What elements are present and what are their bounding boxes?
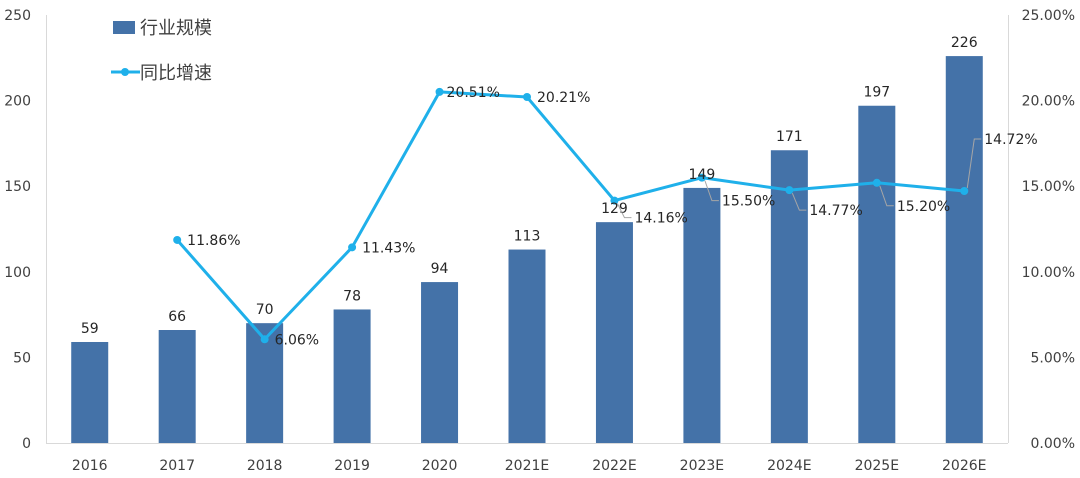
legend-line-marker bbox=[121, 68, 129, 76]
bar bbox=[945, 56, 983, 443]
x-tick-label: 2023E bbox=[680, 458, 724, 474]
bar bbox=[770, 150, 808, 444]
growth-value-label: 20.51% bbox=[447, 85, 500, 101]
axes: 0 50 100 150 200 250 0.00% 5.00% 10.00% 15.00% 20.… bbox=[4, 8, 1075, 474]
y-right-tick-label: 15.00% bbox=[1022, 179, 1075, 195]
bar-value-label: 226 bbox=[951, 35, 978, 51]
bar bbox=[71, 341, 109, 443]
bar-value-label: 70 bbox=[256, 302, 274, 318]
y-left-tick-label: 200 bbox=[4, 94, 31, 110]
x-tick-label: 2022E bbox=[592, 458, 636, 474]
bar-value-label: 149 bbox=[689, 167, 716, 183]
y-left-tick-label: 0 bbox=[22, 436, 31, 452]
bars-layer bbox=[71, 56, 983, 444]
x-tick-label: 2017 bbox=[159, 458, 195, 474]
bar bbox=[858, 105, 896, 444]
x-tick-label: 2020 bbox=[422, 458, 458, 474]
growth-line bbox=[176, 90, 965, 341]
leader-line bbox=[879, 185, 894, 207]
x-tick-label: 2021E bbox=[505, 458, 549, 474]
bar-value-label: 129 bbox=[601, 201, 628, 217]
bar bbox=[595, 222, 633, 443]
bar-value-label: 59 bbox=[81, 321, 99, 337]
growth-value-label: 6.06% bbox=[275, 332, 319, 348]
y-left-tick-label: 250 bbox=[4, 8, 31, 24]
bar-value-label: 94 bbox=[431, 261, 449, 277]
bar bbox=[421, 282, 459, 443]
growth-point bbox=[435, 87, 444, 96]
growth-value-label: 11.86% bbox=[187, 233, 240, 249]
leader-line bbox=[791, 192, 807, 211]
growth-point bbox=[523, 93, 531, 102]
bar-value-label: 197 bbox=[863, 85, 890, 101]
y-right-tick-label: 25.00% bbox=[1022, 8, 1075, 24]
growth-value-label: 11.43% bbox=[362, 240, 415, 256]
y-right-tick-label: 0.00% bbox=[1031, 436, 1075, 452]
y-right-tick-label: 10.00% bbox=[1022, 265, 1075, 281]
x-tick-label: 2016 bbox=[72, 458, 108, 474]
bar bbox=[333, 309, 371, 443]
bar-value-label: 171 bbox=[776, 129, 803, 145]
growth-value-label: 20.21% bbox=[537, 90, 590, 106]
growth-value-label: 14.77% bbox=[809, 203, 862, 219]
y-left-tick-label: 100 bbox=[4, 265, 31, 281]
growth-point bbox=[260, 335, 269, 344]
x-tick-label: 2018 bbox=[247, 458, 283, 474]
bar bbox=[158, 330, 196, 443]
growth-line-layer bbox=[173, 87, 969, 344]
x-tick-label: 2019 bbox=[334, 458, 370, 474]
bar-value-label: 113 bbox=[514, 229, 541, 245]
leader-line bbox=[966, 138, 982, 189]
growth-point bbox=[610, 196, 619, 205]
growth-point bbox=[785, 186, 794, 195]
bar bbox=[508, 249, 546, 443]
growth-point bbox=[872, 178, 881, 187]
y-right-tick-label: 5.00% bbox=[1031, 350, 1075, 366]
growth-point bbox=[348, 243, 357, 252]
x-tick-label: 2024E bbox=[767, 458, 811, 474]
legend: 行业规模 同比增速 bbox=[111, 18, 212, 84]
growth-point bbox=[960, 186, 969, 195]
y-left-tick-label: 150 bbox=[4, 179, 31, 195]
growth-point bbox=[173, 235, 182, 244]
bar bbox=[683, 187, 721, 443]
y-right-tick-label: 20.00% bbox=[1022, 94, 1075, 110]
data-labels-layer: 59 66 70 78 94 113 129 149 171 197 226 11.86% 6.06% 1… bbox=[81, 35, 1038, 348]
legend-bar-swatch bbox=[113, 21, 135, 34]
growth-value-label: 15.20% bbox=[897, 199, 950, 215]
growth-value-label: 14.72% bbox=[984, 132, 1037, 148]
bar-value-label: 78 bbox=[343, 288, 361, 304]
legend-line-label: 同比增速 bbox=[140, 63, 212, 84]
bar-value-label: 66 bbox=[168, 309, 186, 325]
x-tick-label: 2026E bbox=[942, 458, 986, 474]
growth-point bbox=[697, 173, 706, 182]
leader-line bbox=[617, 203, 632, 219]
y-left-tick-label: 50 bbox=[13, 350, 31, 366]
leader-line bbox=[704, 180, 719, 202]
x-tick-label: 2025E bbox=[855, 458, 899, 474]
growth-value-label: 14.16% bbox=[634, 211, 687, 227]
legend-bar-label: 行业规模 bbox=[140, 18, 212, 39]
growth-value-label: 15.50% bbox=[722, 194, 775, 210]
